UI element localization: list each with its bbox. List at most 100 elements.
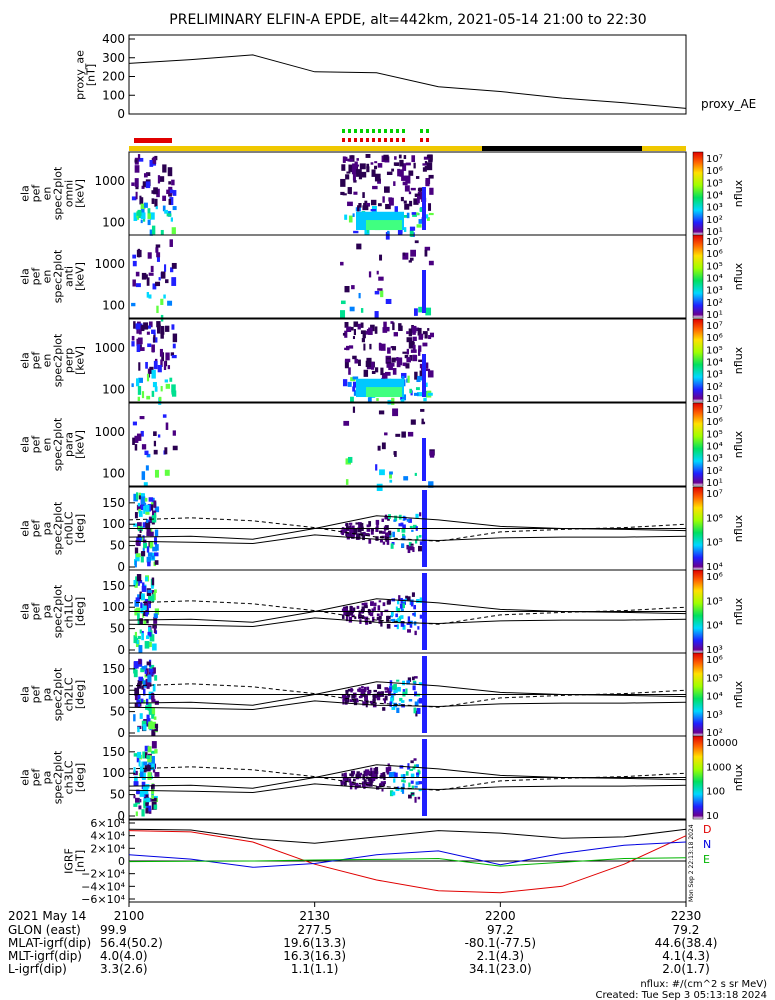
pitch-angle-pixel — [149, 668, 154, 673]
pitch-angle-pixel — [142, 751, 146, 759]
pitch-angle-pixel — [406, 544, 411, 550]
footer-value: 79.2 — [673, 923, 700, 937]
spectrogram-pixel — [425, 180, 430, 187]
pitch-angle-pixel — [151, 762, 155, 770]
spectrogram-pixel — [367, 397, 372, 402]
igrf-d-line — [128, 830, 687, 894]
pitch-angle-pixel — [134, 688, 138, 695]
status-green-tick — [390, 129, 393, 133]
spectrogram-column — [422, 270, 426, 313]
pitch-angle-pixel — [141, 632, 144, 641]
spectrogram-pixel — [361, 338, 365, 343]
spectrogram-pixel — [426, 154, 432, 159]
pitch-angle-pixel — [133, 523, 137, 527]
status-green-tick — [354, 129, 357, 133]
status-green-tick — [402, 129, 405, 133]
spectrogram-pixel — [422, 167, 427, 172]
spectrogram-pixel — [146, 277, 150, 286]
pitch-angle-pixel — [133, 753, 139, 757]
spectrogram-pixel — [170, 267, 174, 273]
pitch-angle-pixel — [413, 758, 417, 761]
pitch-angle-pixel — [402, 599, 406, 603]
spectrogram-pixel — [172, 190, 177, 196]
pitch-angle-tick-label: 0 — [117, 643, 125, 657]
spectrogram-pixel — [393, 451, 396, 455]
spectrogram-pixel — [162, 164, 167, 173]
pitch-angle-pixel — [136, 789, 140, 794]
spectrogram-pixel — [132, 254, 137, 259]
pitch-angle-pixel — [348, 616, 353, 623]
pitch-angle-pixel — [141, 685, 144, 690]
spectrogram-pixel — [358, 292, 361, 299]
pitch-angle-pixel — [377, 684, 382, 689]
spectrogram-pixel — [347, 456, 353, 463]
spectrogram-pixel — [147, 343, 152, 348]
pitch-angle-pixel — [376, 616, 380, 621]
spectrogram-pixel — [376, 398, 379, 401]
pitch-angle-pixel — [150, 797, 154, 802]
spectrogram-pixel — [393, 332, 398, 337]
spectrogram-pixel — [132, 279, 136, 287]
pitch-angle-pixel — [345, 690, 349, 696]
pitch-angle-pixel — [418, 697, 423, 704]
colorbar-tick-label: 10⁵ — [706, 429, 723, 440]
spectrogram-pixel — [349, 326, 354, 331]
spectrogram-pixel — [171, 354, 177, 359]
spectrogram-pixel — [143, 173, 148, 178]
pitch-angle-pixel — [142, 547, 145, 554]
spectrogram-pixel — [144, 450, 149, 456]
colorbar — [692, 318, 704, 403]
colorbar-tick-label: 10⁷ — [706, 489, 723, 500]
pitch-angle-pixel — [147, 561, 151, 567]
pitch-angle-pixel — [362, 531, 366, 535]
spectrogram-pixel — [340, 261, 344, 266]
footer-value: 4.0(4.0) — [100, 949, 148, 963]
spectrogram-pixel — [139, 347, 145, 351]
pitch-angle-pixel — [343, 781, 347, 786]
pitch-angle-pixel — [139, 618, 143, 625]
pitch-angle-pixel — [372, 773, 377, 780]
pitch-angle-pixel — [147, 772, 152, 780]
spectrogram-pixel — [405, 162, 411, 166]
pitch-angle-pixel — [137, 751, 142, 759]
pitch-angle-pixel — [146, 528, 151, 536]
spectrogram-pixel — [368, 327, 373, 335]
pitch-angle-pixel — [351, 525, 355, 531]
pitch-angle-pixel — [376, 613, 380, 617]
spectrogram-pixel — [166, 189, 170, 195]
spectrogram-pixel — [155, 281, 161, 287]
pitch-angle-pixel — [137, 618, 141, 626]
spectrogram-pixel — [164, 209, 168, 214]
pitch-angle-pixel — [133, 767, 136, 774]
pitch-angle-pixel — [387, 688, 391, 693]
pitch-angle-pixel — [349, 699, 353, 703]
footer-value: 2.0(1.7) — [662, 962, 710, 976]
pitch-angle-pixel — [151, 583, 154, 589]
spectrogram-pixel — [366, 229, 369, 233]
spectrogram-pixel — [342, 332, 346, 336]
pitch-angle-pixel — [366, 533, 370, 536]
spectrogram-pixel — [417, 195, 420, 204]
pitch-angle-pixel — [341, 608, 345, 611]
spectrogram-pixel — [156, 305, 159, 314]
pitch-angle-pixel — [133, 580, 136, 586]
spectrogram-pixel — [358, 202, 362, 208]
spectrogram-pixel — [413, 198, 419, 205]
colorbar-tick-label: 10¹ — [706, 478, 723, 489]
spectrogram-pixel — [139, 195, 142, 205]
spectrogram-pixel — [170, 217, 173, 222]
spectrogram-pixel — [426, 162, 433, 171]
pitch-angle-pixel — [365, 769, 370, 776]
pitch-angle-pixel — [380, 620, 383, 627]
spectrogram-pixel — [139, 416, 145, 420]
pitch-angle-pixel — [393, 690, 397, 693]
spectrogram-pixel — [417, 327, 422, 336]
pitch-angle-tick-label: 150 — [102, 496, 125, 510]
status-red-tick — [354, 138, 357, 142]
pitch-angle-pixel — [366, 528, 371, 532]
pitch-angle-pixel — [367, 690, 371, 696]
spectrogram-pixel — [147, 213, 151, 219]
spectrogram-pixel — [165, 325, 170, 332]
footer-time: 2130 — [299, 909, 330, 923]
pitch-angle-pixel — [381, 535, 385, 539]
